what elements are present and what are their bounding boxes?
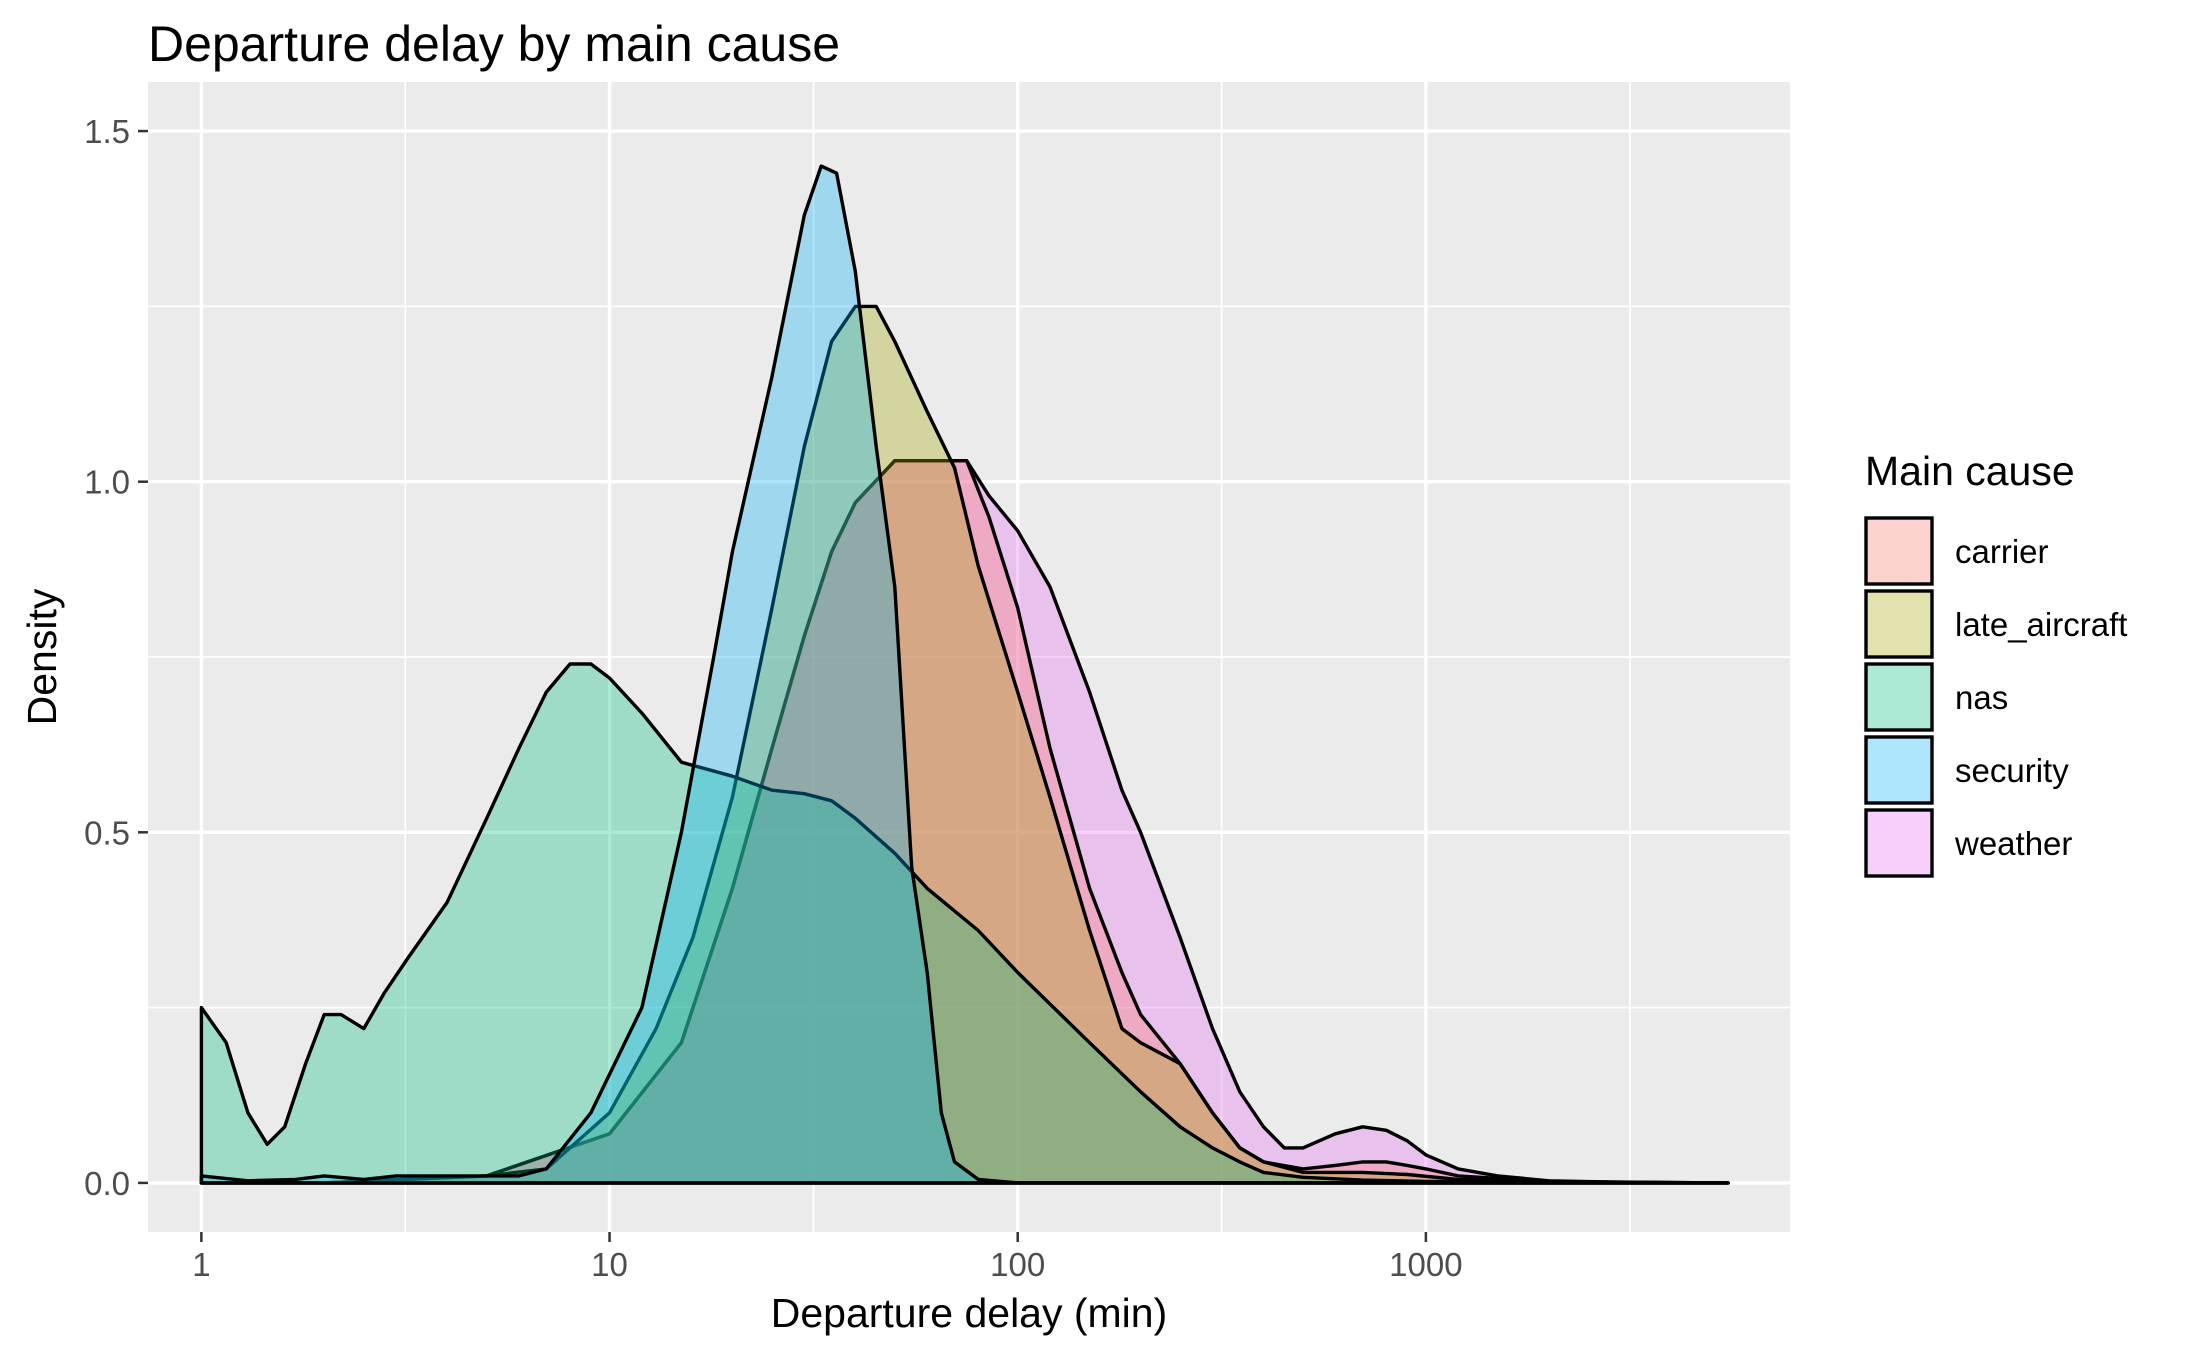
legend-label-carrier: carrier [1955,533,2049,570]
y-tick-label: 0.0 [84,1165,130,1202]
legend-key-carrier [1864,516,1934,586]
x-axis: 1 10 100 1000 [192,1232,1463,1283]
legend-key-security [1864,735,1934,805]
legend-label-nas: nas [1955,679,2008,716]
chart-title: Departure delay by main cause [148,16,840,72]
density-area-late_aircraft [199,304,1730,1185]
density-area-carrier [199,459,1730,1185]
minor-gridlines [148,82,1790,1232]
x-axis-title: Departure delay (min) [771,1290,1168,1336]
legend-label-security: security [1955,752,2069,789]
x-tick-label: 10 [591,1246,628,1283]
legend-label-weather: weather [1954,825,2072,862]
x-tick-label: 1 [192,1246,210,1283]
y-axis: 0.0 0.5 1.0 1.5 [84,113,148,1202]
density-area-nas [199,662,1730,1185]
legend-label-late_aircraft: late_aircraft [1955,606,2127,643]
legend-key-weather [1864,808,1934,878]
legend-key-late_aircraft [1864,589,1934,659]
y-tick-label: 1.5 [84,113,130,150]
y-axis-title: Density [19,588,65,725]
y-tick-label: 1.0 [84,464,130,501]
density-series [199,164,1730,1185]
legend-title: Main cause [1865,448,2075,494]
y-tick-label: 0.5 [84,814,130,851]
legend-key-nas [1864,662,1934,732]
x-tick-label: 100 [990,1246,1045,1283]
density-area-security [199,164,1730,1185]
x-tick-label: 1000 [1389,1246,1462,1283]
